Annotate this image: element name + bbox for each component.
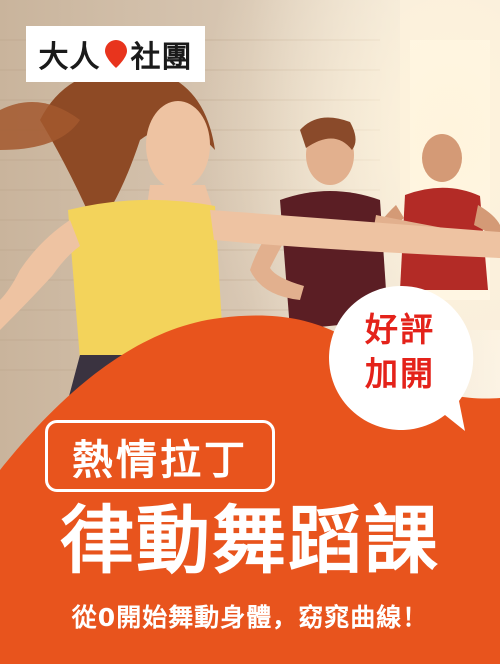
badge-text: 好評 加開: [327, 308, 473, 396]
headline: 律動舞蹈課: [0, 496, 500, 586]
brand-logo: 大人 社團: [26, 26, 205, 82]
subtitle: 熱情拉丁: [72, 426, 248, 486]
brand-name-part2: 社團: [131, 32, 193, 76]
subtitle-box: 熱情拉丁: [45, 420, 275, 492]
tagline: 從0開始舞動身體，窈窕曲線！: [0, 600, 500, 636]
badge-line-2: 加開: [327, 352, 473, 396]
badge-line-1: 好評: [327, 308, 473, 352]
location-pin-icon: [103, 39, 129, 69]
brand-name-part1: 大人: [39, 32, 101, 76]
